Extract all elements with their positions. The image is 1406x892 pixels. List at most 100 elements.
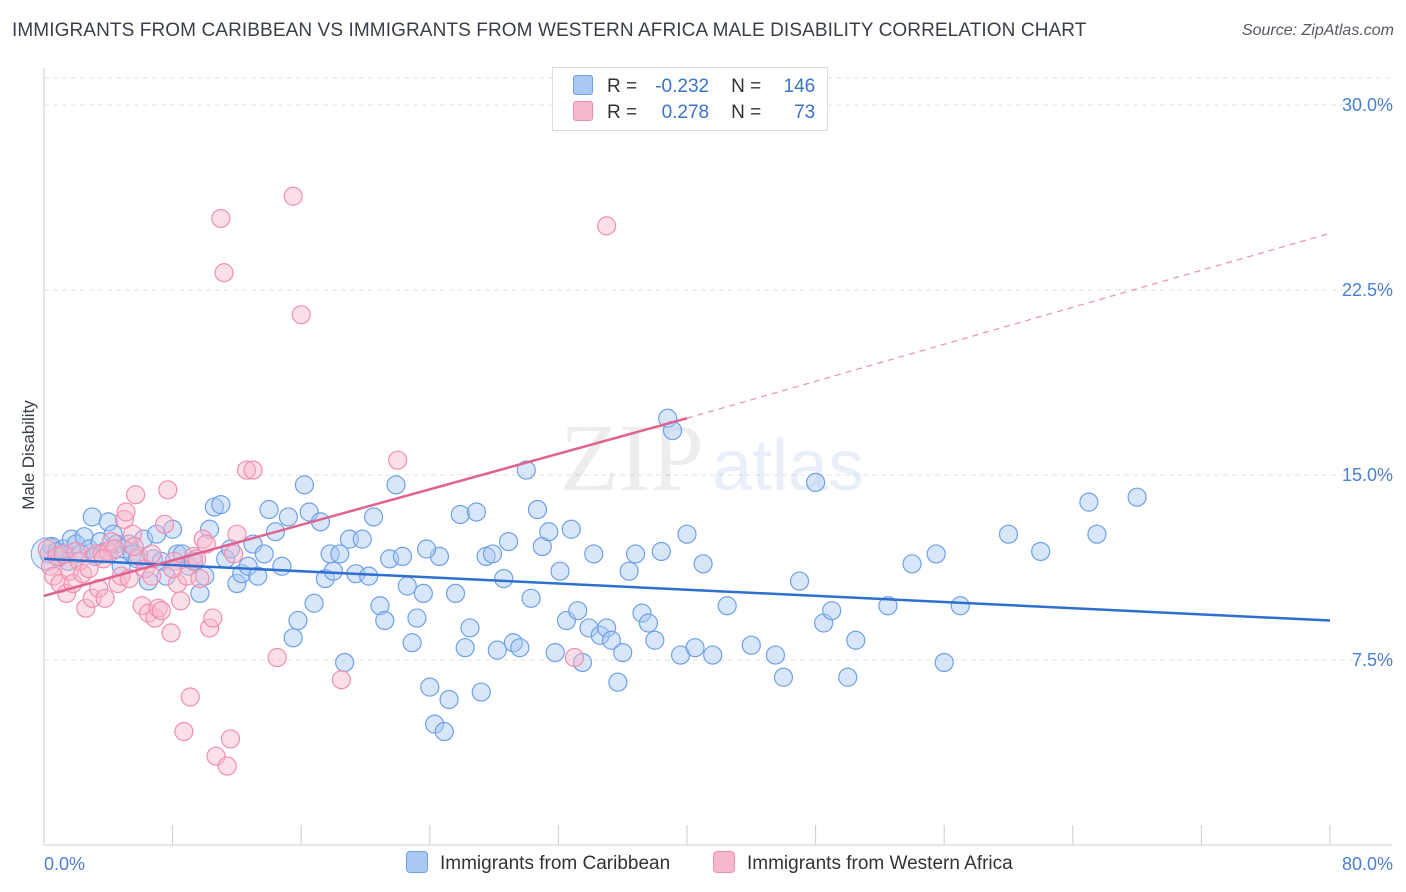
point-western-africa — [211, 208, 231, 229]
y-tick-label: 7.5% — [1352, 650, 1393, 670]
point-caribbean — [482, 544, 503, 564]
point-western-africa — [388, 450, 408, 470]
point-caribbean — [283, 628, 303, 648]
point-western-africa — [331, 670, 351, 690]
point-caribbean — [288, 610, 308, 631]
point-western-africa — [283, 186, 303, 206]
point-caribbean — [294, 475, 315, 495]
trend-lines — [43, 232, 1331, 622]
legend-n-label: N = — [731, 102, 762, 123]
point-caribbean — [950, 596, 970, 616]
point-western-africa — [126, 485, 146, 505]
series-legend-swatch-caribbean — [406, 851, 428, 873]
point-caribbean — [82, 507, 102, 527]
point-caribbean — [386, 475, 406, 495]
point-caribbean — [516, 460, 536, 480]
point-caribbean — [359, 566, 379, 586]
point-caribbean — [455, 638, 475, 658]
point-western-africa — [267, 647, 287, 668]
legend-r-label: R = — [607, 76, 638, 97]
point-caribbean — [741, 635, 761, 655]
point-caribbean — [278, 507, 298, 527]
point-caribbean — [685, 638, 705, 658]
point-caribbean — [934, 652, 954, 673]
point-caribbean — [304, 593, 324, 613]
point-western-africa — [291, 305, 311, 325]
y-tick-label: 22.5% — [1342, 280, 1393, 300]
series-legend-label-caribbean: Immigrants from Caribbean — [440, 853, 671, 874]
point-western-africa — [142, 544, 162, 564]
point-caribbean — [651, 541, 671, 562]
point-western-africa — [151, 601, 171, 621]
point-caribbean — [878, 596, 898, 616]
series-caribbean-points — [30, 408, 1147, 742]
point-caribbean — [584, 544, 604, 564]
point-caribbean — [363, 507, 384, 527]
correlation-legend: R = -0.232 N = 146 R = 0.278 N = 73 — [552, 67, 828, 131]
point-western-africa — [93, 549, 114, 569]
point-caribbean — [568, 601, 588, 621]
legend-r-label: R = — [607, 102, 638, 123]
x-tick-label: 80.0% — [1342, 854, 1393, 874]
x-tick-label: 0.0% — [44, 854, 85, 874]
point-caribbean — [1031, 541, 1051, 562]
point-caribbean — [789, 571, 810, 591]
point-western-africa — [597, 216, 617, 236]
point-caribbean — [613, 642, 633, 663]
point-caribbean — [272, 556, 292, 576]
point-caribbean — [425, 714, 445, 734]
source-label: Source: ZipAtlas.com — [1241, 22, 1394, 39]
point-caribbean — [805, 472, 826, 492]
point-caribbean — [211, 495, 231, 515]
trend-line-caribbean — [43, 557, 1331, 622]
point-caribbean — [460, 618, 480, 638]
point-caribbean — [503, 633, 523, 653]
point-caribbean — [632, 603, 652, 623]
point-caribbean — [645, 630, 665, 650]
point-caribbean — [926, 544, 946, 564]
point-caribbean — [1087, 524, 1107, 544]
point-western-africa — [564, 647, 585, 668]
point-caribbean — [527, 499, 548, 520]
legend-swatch-caribbean — [573, 75, 593, 95]
legend-r-value: 0.278 — [661, 102, 710, 123]
point-western-africa — [174, 721, 194, 742]
point-caribbean — [608, 672, 628, 692]
legend-n-value: 146 — [783, 76, 816, 97]
point-western-africa — [158, 480, 178, 500]
point-caribbean — [407, 608, 427, 628]
point-western-africa — [171, 591, 191, 611]
point-caribbean — [498, 531, 519, 552]
series-legend-caribbean[interactable]: Immigrants from Caribbean — [406, 851, 670, 875]
chart-title: IMMIGRANTS FROM CARIBBEAN VS IMMIGRANTS … — [12, 20, 1087, 41]
point-caribbean — [597, 618, 617, 638]
point-western-africa — [220, 729, 241, 749]
point-western-africa — [116, 502, 136, 522]
point-caribbean — [1127, 487, 1147, 507]
legend-n-value: 73 — [794, 102, 816, 123]
legend-swatch-western-africa — [573, 101, 593, 121]
point-caribbean — [822, 601, 842, 621]
point-western-africa — [236, 460, 257, 480]
series-legend-swatch-western-africa — [713, 851, 735, 873]
point-western-africa — [132, 596, 152, 616]
y-tick-label: 15.0% — [1342, 465, 1393, 485]
point-western-africa — [72, 564, 93, 584]
point-caribbean — [238, 556, 258, 576]
point-caribbean — [397, 576, 417, 596]
legend-row-caribbean: R = -0.232 N = 146 — [573, 75, 815, 101]
point-caribbean — [561, 519, 581, 539]
point-caribbean — [392, 546, 413, 567]
point-western-africa — [154, 514, 175, 534]
point-western-africa — [203, 608, 223, 628]
point-caribbean — [330, 544, 350, 564]
point-caribbean — [352, 529, 372, 549]
point-caribbean — [248, 566, 268, 586]
series-legend-western-africa[interactable]: Immigrants from Western Africa — [713, 851, 1013, 875]
point-caribbean — [601, 630, 622, 650]
point-caribbean — [471, 682, 491, 702]
legend-row-western-africa: R = 0.278 N = 73 — [573, 101, 815, 127]
point-caribbean — [199, 519, 220, 539]
point-western-africa — [89, 578, 109, 599]
watermark-atlas: atlas — [712, 426, 864, 506]
